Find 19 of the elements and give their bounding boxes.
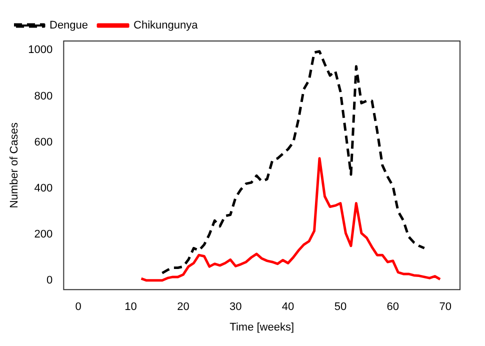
x-tick-label: 50 xyxy=(334,301,347,314)
x-tick-label: 10 xyxy=(124,301,137,314)
y-tick-label: 200 xyxy=(34,228,53,240)
x-tick-label: 60 xyxy=(386,301,400,314)
legend-label: Chikungunya xyxy=(134,20,199,32)
y-axis-title: Number of Cases xyxy=(8,122,21,208)
legend-label: Dengue xyxy=(50,20,88,32)
x-tick-label: 70 xyxy=(439,301,452,314)
y-tick-label: 0 xyxy=(46,274,53,286)
y-tick-label: 1000 xyxy=(28,44,53,56)
x-tick-label: 0 xyxy=(75,301,82,314)
x-tick-label: 40 xyxy=(282,301,294,314)
y-tick-label: 600 xyxy=(34,136,53,148)
x-tick-label: 20 xyxy=(177,301,190,314)
x-tick-label: 30 xyxy=(230,301,242,314)
x-axis-title: Time [weeks] xyxy=(230,321,294,334)
line-series xyxy=(160,50,426,274)
y-tick-label: 400 xyxy=(34,182,53,194)
y-tick-label: 800 xyxy=(34,90,53,102)
